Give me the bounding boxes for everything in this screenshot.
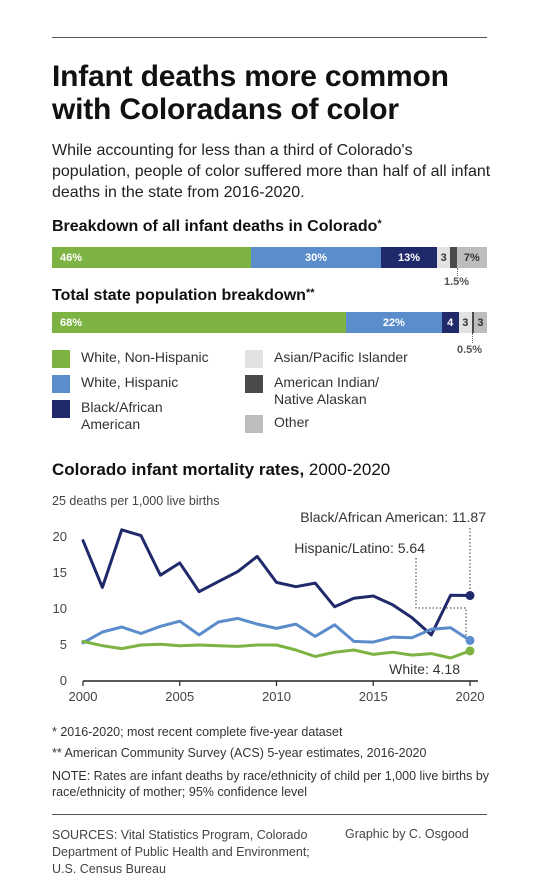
deaths-stacked-bar: 46% 30% 13% 3 7% [52,247,487,268]
deaths-heading-text: Breakdown of all infant deaths in Colora… [52,218,378,235]
bar-segment-white-non-hispanic: 46% [52,247,252,268]
top-rule [52,37,487,38]
legend-label: Asian/Pacific Islander [274,349,408,365]
bar-segment-label: 3 [477,316,484,329]
population-breakdown-heading: Total state population breakdown** [52,287,315,305]
footnote-deaths-period: * 2016-2020; most recent complete five-y… [52,725,343,739]
y-tick-label: 0 [60,673,67,688]
end-point-hispanic-latino [465,635,475,645]
legend-item-american-indian: American Indian/ Native Alaskan [245,374,410,408]
bottom-rule [52,814,487,815]
bar-segment-label: 3 [462,316,469,329]
footnote-acs-estimates: ** American Community Survey (ACS) 5-yea… [52,746,427,760]
population-small-segment-label: 0.5% [457,344,483,356]
y-axis-unit-label: 25 deaths per 1,000 live births [52,494,220,508]
line-chart-title-rest: 2000-2020 [304,460,391,479]
legend-item-other: Other [245,414,395,433]
legend-label: American Indian/ Native Alaskan [274,374,380,407]
line-chart-title: Colorado infant mortality rates, 2000-20… [52,460,390,480]
bar-segment-black: 13% [380,247,438,268]
bar-segment-label: 13% [398,251,421,264]
series-end-label-black-african-american: Black/African American: 11.87 [300,509,486,525]
series-line-hispanic-latino [81,616,472,645]
end-point-black-african-american [465,591,475,601]
legend-label: Black/African American [81,399,163,432]
deaths-breakdown-heading: Breakdown of all infant deaths in Colora… [52,218,382,236]
bar-segment-white-hispanic: 22% [346,312,442,333]
bar-segment-label: 4 [447,316,454,329]
legend-label: White, Non-Hispanic [81,349,209,365]
bar-segment-label: 68% [60,316,83,329]
leader-hispanic [415,558,467,637]
legend-label: White, Hispanic [81,374,179,390]
line-chart-title-bold: Colorado infant mortality rates, [52,460,305,479]
deaths-callout-leader [457,268,458,276]
bar-segment-asian-pi: 3 [437,247,451,268]
x-tick-label: 2010 [262,689,291,704]
population-stacked-bar: 68% 22% 4 3 3 [52,312,487,333]
population-heading-text: Total state population breakdown [52,287,306,304]
deaths-heading-note: * [377,218,382,230]
x-tick-label: 2015 [359,689,388,704]
legend-swatch-black [52,400,70,418]
graphic-credit: Graphic by C. Osgood [345,827,469,841]
x-tick-label: 2005 [165,689,194,704]
bar-segment-white-non-hispanic: 68% [52,312,347,333]
legend-swatch-white-non-hispanic [52,350,70,368]
bar-segment-other: 3 [474,312,487,333]
series-line-black-african-american [81,528,472,637]
bar-segment-label: 7% [463,251,480,264]
legend-item-black: Black/African American [52,399,192,433]
bar-segment-other: 7% [456,247,487,268]
x-tick-label: 2000 [69,689,98,704]
bar-segment-black: 4 [441,312,459,333]
y-tick-label: 5 [60,637,67,652]
legend-swatch-asian-pi [245,350,263,368]
y-tick-label: 15 [53,565,67,580]
legend-swatch-other [245,415,263,433]
bar-segment-american-indian [471,312,474,333]
series-end-label-hispanic-latino: Hispanic/Latino: 5.64 [294,540,425,556]
legend-item-asian-pi: Asian/Pacific Islander [245,349,445,368]
population-heading-note: ** [305,287,315,299]
legend-item-white-hispanic: White, Hispanic [52,374,237,393]
series-line-white [81,639,472,660]
end-point-white [465,646,475,656]
bar-segment-american-indian [450,247,457,268]
series-end-label-white: White: 4.18 [389,661,460,677]
bar-segment-label: 30% [305,251,328,264]
page-title: Infant deaths more common with Coloradan… [52,60,449,126]
x-tick-label: 2020 [456,689,485,704]
y-tick-label: 10 [53,601,67,616]
deaths-small-segment-label: 1.5% [444,276,470,288]
sources-credit: SOURCES: Vital Statistics Program, Color… [52,828,310,876]
legend-item-white-non-hispanic: White, Non-Hispanic [52,349,237,368]
line-chart: 0 5 10 15 20 2000 2005 2010 2015 2020 Black/Africa… [53,508,488,705]
y-tick-label: 20 [53,529,67,544]
bar-segment-label: 3 [440,251,447,264]
legend-swatch-american-indian [245,375,263,393]
legend-label: Other [274,414,310,430]
bar-segment-white-hispanic: 30% [251,247,381,268]
bar-segment-asian-pi: 3 [458,312,472,333]
page-subtitle: While accounting for less than a third o… [52,142,491,201]
methodology-note: NOTE: Rates are infant deaths by race/et… [52,769,490,799]
bar-segment-label: 22% [382,316,405,329]
bar-segment-label: 46% [60,251,83,264]
legend-swatch-white-hispanic [52,375,70,393]
population-callout-leader [472,333,473,343]
